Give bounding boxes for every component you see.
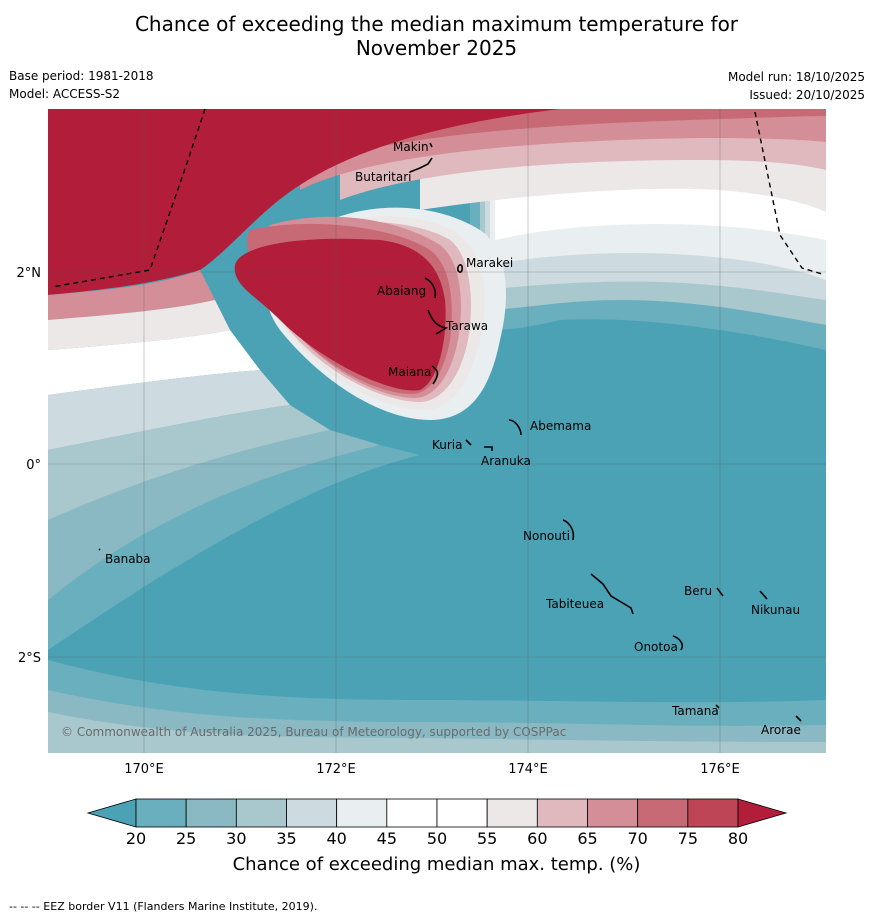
colorbar-tick-label: 20: [126, 829, 146, 848]
x-axis-labels: 170°E 172°E 174°E 176°E: [124, 762, 740, 777]
field-band-west-70: [48, 270, 215, 320]
colorbar-swatch: [436, 798, 488, 828]
field-band-west-50: [48, 330, 260, 395]
label-marakei: Marakei: [466, 256, 513, 270]
colorbar-extend-low: [86, 798, 137, 828]
colorbar-tick-label: 45: [377, 829, 397, 848]
colorbar-tick-label: 65: [577, 829, 597, 848]
x-tick-172: 172°E: [316, 762, 356, 777]
label-kuria: Kuria: [432, 438, 463, 452]
field-band-south-35: [48, 712, 826, 753]
island-tabiteuea: [590, 573, 634, 615]
colorbar: 20 25 30 35 40 45 50 55 60 65 70 75 80: [86, 798, 788, 848]
field-band-west-25: [48, 445, 420, 650]
y-axis-labels: 2°N 0° 2°S: [17, 266, 42, 666]
colorbar-swatch: [687, 798, 739, 828]
label-maiana: Maiana: [388, 365, 431, 379]
colorbar-tick-label: 75: [678, 829, 698, 848]
label-aranuka: Aranuka: [481, 454, 531, 468]
colorbar-tick-label: 70: [627, 829, 647, 848]
label-tarawa: Tarawa: [445, 319, 488, 333]
label-butaritari: Butaritari: [355, 170, 412, 184]
x-tick-170: 170°E: [124, 762, 164, 777]
field-band-west-40: [48, 370, 290, 450]
y-tick-2s: 2°S: [18, 651, 41, 666]
colorbar-tick-label: 35: [276, 829, 296, 848]
label-onotoa: Onotoa: [634, 640, 678, 654]
label-beru: Beru: [684, 584, 712, 598]
colorbar-title: Chance of exceeding median max. temp. (%…: [232, 854, 641, 875]
model-run: Model run: 18/10/2025: [727, 70, 865, 84]
colorbar-swatch: [587, 798, 639, 828]
label-tamana: Tamana: [671, 704, 719, 718]
field-band-west-60: [48, 300, 230, 350]
place-labels: Makin Butaritari Marakei Abaiang Tarawa …: [105, 140, 801, 737]
copyright-notice: © Commonwealth of Australia 2025, Bureau…: [61, 725, 566, 739]
island-arorae: [795, 715, 802, 722]
island-kuria: [465, 439, 472, 446]
eez-border-west: [51, 108, 206, 288]
graticule: [48, 109, 826, 753]
colorbar-tick-label: 30: [226, 829, 246, 848]
title-line-2: November 2025: [355, 36, 518, 60]
colorbar-tick-label: 50: [427, 829, 447, 848]
island-banaba: [98, 548, 101, 551]
colorbar-tick-label: 40: [326, 829, 346, 848]
colorbar-swatch: [486, 798, 538, 828]
label-abaiang: Abaiang: [377, 284, 426, 298]
label-abemama: Abemama: [530, 419, 591, 433]
label-nonouti: Nonouti: [523, 529, 570, 543]
issued-date: Issued: 20/10/2025: [749, 88, 865, 102]
island-tamana: [715, 704, 720, 709]
y-tick-2n: 2°N: [17, 266, 42, 281]
base-period: Base period: 1981-2018: [9, 69, 154, 83]
island-tarawa: [427, 309, 449, 335]
colorbar-swatch: [536, 798, 588, 828]
island-marakei: [457, 264, 463, 273]
label-banaba: Banaba: [105, 552, 151, 566]
label-makin: Makin: [393, 140, 429, 154]
title-line-1: Chance of exceeding the median maximum t…: [134, 12, 739, 36]
eez-footnote: -- -- -- EEZ border V11 (Flanders Marine…: [9, 900, 318, 913]
island-butaritari: [409, 157, 433, 173]
island-nikunau: [759, 590, 768, 600]
temperature-probability-field: [48, 109, 826, 753]
colorbar-swatch: [336, 798, 388, 828]
island-beru: [716, 587, 724, 597]
colorbar-swatch: [135, 798, 187, 828]
colorbar-tick-label: 80: [728, 829, 748, 848]
colorbar-tick-label: 55: [477, 829, 497, 848]
label-nikunau: Nikunau: [751, 603, 800, 617]
field-warm-lobe-west: [48, 109, 560, 295]
x-tick-174: 174°E: [508, 762, 548, 777]
eez-border: [51, 108, 823, 288]
colorbar-tick-label: 25: [176, 829, 196, 848]
colorbar-tick-label: 60: [527, 829, 547, 848]
island-abaiang: [424, 277, 437, 299]
island-abemama: [508, 419, 522, 436]
colorbar-swatch: [637, 798, 689, 828]
island-onotoa: [672, 635, 684, 651]
colorbar-extend-high: [737, 798, 788, 828]
colorbar-swatch: [185, 798, 237, 828]
label-tabiteuea: Tabiteuea: [545, 597, 604, 611]
model-name: Model: ACCESS-S2: [9, 87, 121, 101]
colorbar-swatch: [386, 798, 438, 828]
islands: [98, 142, 802, 722]
eez-border-east: [754, 111, 823, 275]
island-nonouti: [562, 519, 575, 541]
colorbar-swatch: [286, 798, 338, 828]
chart-title: Chance of exceeding the median maximum t…: [0, 12, 873, 60]
island-makin: [429, 142, 433, 148]
island-aranuka: [484, 446, 493, 451]
label-arorae: Arorae: [761, 723, 801, 737]
x-tick-176: 176°E: [700, 762, 740, 777]
island-maiana: [431, 365, 439, 385]
colorbar-swatch: [235, 798, 287, 828]
field-core-80: [234, 238, 446, 391]
y-tick-0: 0°: [26, 458, 41, 473]
